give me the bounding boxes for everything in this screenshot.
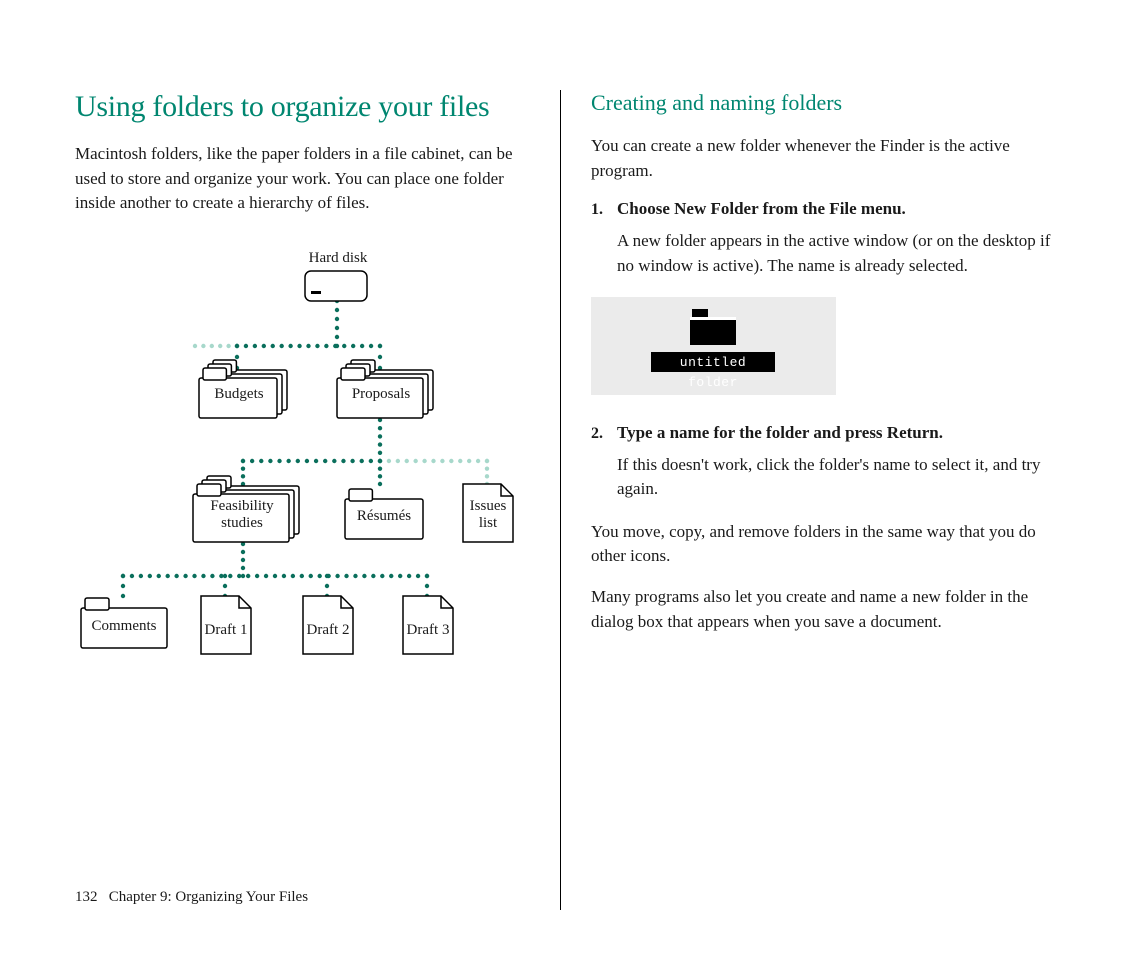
step-title: Choose New Folder from the File menu.	[617, 199, 906, 218]
untitled-folder-label: untitled folder	[651, 352, 775, 372]
page-footer: 132 Chapter 9: Organizing Your Files	[75, 889, 308, 906]
step-number: 2.	[591, 425, 613, 443]
section-intro: You can create a new folder whenever the…	[591, 134, 1055, 183]
left-column: Using folders to organize your files Mac…	[75, 90, 560, 910]
step-2: 2. Type a name for the folder and press …	[591, 423, 1055, 443]
after-paragraph: You move, copy, and remove folders in th…	[591, 520, 1055, 569]
folder-hierarchy-diagram: Hard diskBudgetsProposalsFeasibility stu…	[75, 246, 535, 676]
folder-icon	[688, 307, 738, 347]
step-1: 1. Choose New Folder from the File menu.	[591, 199, 1055, 219]
step-body: A new folder appears in the active windo…	[617, 229, 1055, 278]
step-title: Type a name for the folder and press Ret…	[617, 423, 943, 442]
intro-paragraph: Macintosh folders, like the paper folder…	[75, 142, 530, 216]
chapter-label: Chapter 9: Organizing Your Files	[109, 889, 308, 905]
after-paragraph: Many programs also let you create and na…	[591, 585, 1055, 634]
page-number: 132	[75, 889, 98, 905]
section-heading: Creating and naming folders	[591, 90, 1055, 116]
step-body: If this doesn't work, click the folder's…	[617, 453, 1055, 502]
step-number: 1.	[591, 201, 613, 219]
right-column: Creating and naming folders You can crea…	[560, 90, 1055, 910]
main-heading: Using folders to organize your files	[75, 90, 530, 124]
untitled-folder-figure: untitled folder	[591, 297, 836, 395]
